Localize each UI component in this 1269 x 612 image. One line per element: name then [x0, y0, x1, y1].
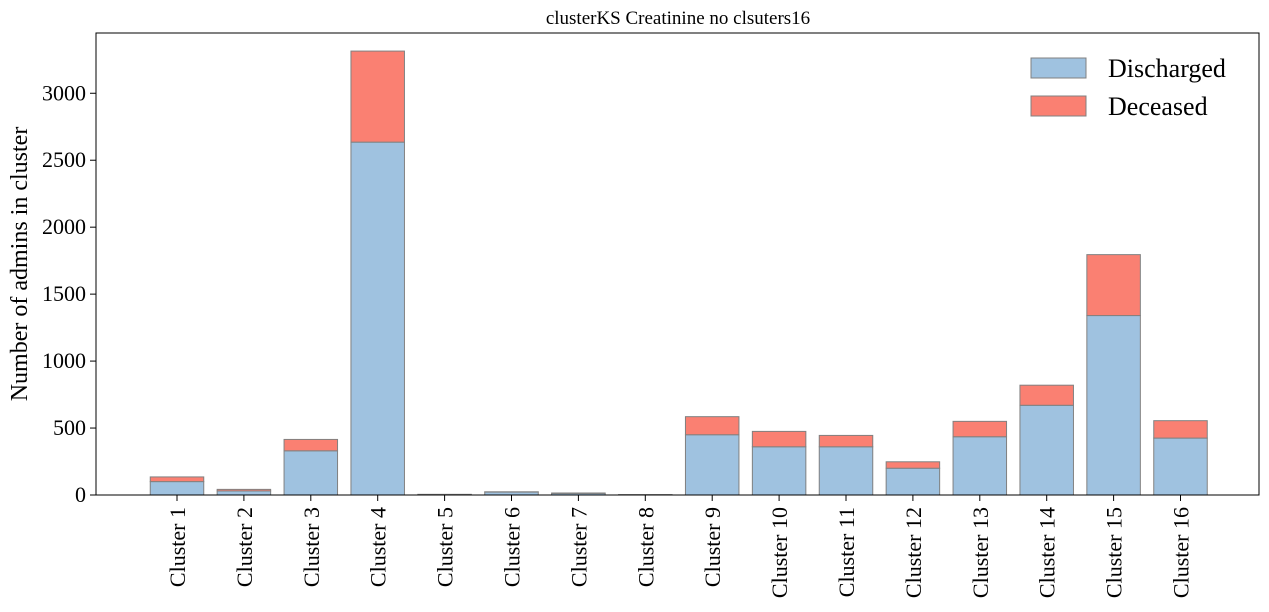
bar-discharged: [149, 481, 205, 496]
x-tick-label: Cluster 2: [232, 507, 257, 587]
bar-deceased: [283, 438, 339, 452]
x-tick-label: Cluster 11: [834, 507, 859, 597]
bar-discharged: [751, 446, 807, 496]
y-tick-label: 2500: [42, 147, 86, 172]
bar-deceased: [885, 461, 941, 469]
y-tick-label: 3000: [42, 80, 86, 105]
bar-discharged: [350, 141, 405, 496]
plot-area: 0 500 1000 1500 2000 2500 3000 Cluster 1 Cluster…: [42, 50, 1208, 598]
x-tick-label: Cluster 12: [901, 507, 926, 598]
legend-swatch-deceased: [1030, 95, 1087, 117]
bar-deceased: [751, 430, 807, 448]
bar-discharged: [818, 446, 874, 496]
bar-discharged: [216, 490, 272, 496]
y-tick-label: 1500: [42, 281, 86, 306]
bar-discharged: [1153, 437, 1208, 496]
y-tick-label: 500: [53, 415, 86, 440]
y-tick-label: 2000: [42, 214, 86, 239]
bar-deceased: [1019, 384, 1074, 406]
legend-swatch-discharged: [1030, 57, 1087, 79]
bar-discharged: [952, 436, 1008, 496]
x-tick-label: Cluster 10: [767, 507, 792, 598]
legend-label-deceased: Deceased: [1108, 92, 1208, 121]
x-tick-label: Cluster 9: [700, 507, 725, 587]
bar-discharged: [684, 434, 740, 496]
x-tick-label: Cluster 14: [1035, 507, 1060, 598]
legend: Discharged Deceased: [1030, 54, 1226, 121]
x-tick-label: Cluster 5: [433, 507, 458, 587]
x-tick-label: Cluster 1: [165, 507, 190, 587]
bar-deceased: [216, 488, 272, 492]
bar-discharged: [1086, 315, 1141, 496]
bar-discharged: [885, 467, 941, 496]
x-tick-label: Cluster 3: [299, 507, 324, 587]
x-tick-label: Cluster 16: [1169, 507, 1194, 598]
x-tick-label: Cluster 8: [633, 507, 658, 587]
bar-discharged: [283, 450, 339, 496]
plot-frame: [95, 32, 1260, 496]
x-tick-label: Cluster 6: [500, 507, 525, 587]
chart-title: clusterKS Creatinine no clsuters16: [546, 8, 810, 29]
y-tick-label: 0: [75, 482, 86, 507]
y-tick-label: 1000: [42, 348, 86, 373]
x-tick-label: Cluster 7: [566, 507, 591, 587]
x-tick-label: Cluster 13: [968, 507, 993, 598]
bar-deceased: [350, 50, 405, 143]
legend-label-discharged: Discharged: [1108, 54, 1226, 83]
bar-deceased: [1086, 254, 1141, 317]
bar-deceased: [952, 420, 1008, 438]
bar-discharged: [1019, 404, 1074, 496]
x-tick-label: Cluster 4: [366, 507, 391, 587]
bar-deceased: [149, 476, 205, 483]
bar-deceased: [1153, 420, 1208, 439]
bar-deceased: [684, 416, 740, 436]
x-tick-label: Cluster 15: [1102, 507, 1127, 598]
y-axis-title: Number of admins in cluster: [7, 127, 33, 402]
bar-deceased: [818, 434, 874, 448]
